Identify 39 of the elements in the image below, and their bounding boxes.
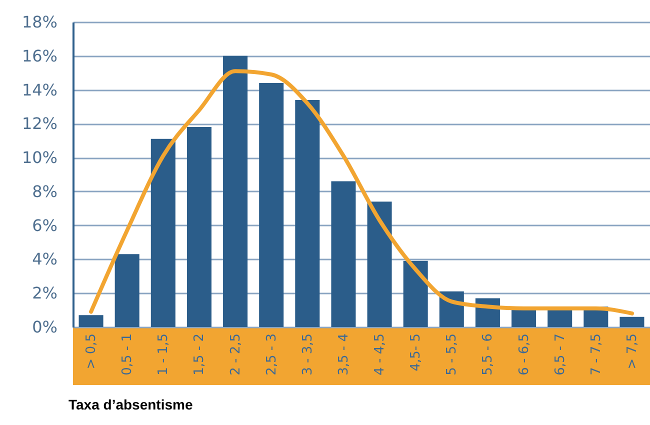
x-tick-label: 6 - 6,5 xyxy=(516,334,532,376)
x-tick-label: 3 - 3,5 xyxy=(300,334,316,376)
y-tick-label: 18% xyxy=(22,12,58,32)
line-series xyxy=(89,69,634,316)
x-tick-label: 0,5 - 1 xyxy=(120,334,136,376)
x-tick-label: 4 - 4,5 xyxy=(372,334,388,376)
x-tick-label: 2 - 2,5 xyxy=(228,334,244,376)
x-tick-label: 1,5 - 2 xyxy=(192,334,208,376)
x-tick-label: 6,5 - 7 xyxy=(552,334,568,376)
x-axis-title: Taxa d’absentisme xyxy=(68,396,193,412)
bar xyxy=(331,181,356,327)
y-tick-label: 16% xyxy=(22,46,58,66)
x-tick-label: 2,5 - 3 xyxy=(264,334,280,376)
x-tick-label: > 7,5 xyxy=(624,334,640,370)
x-tick-label: 4,5- 5 xyxy=(408,334,424,372)
y-tick-label: 14% xyxy=(22,80,58,100)
x-tick-label: 5,5 - 6 xyxy=(480,334,496,376)
bar xyxy=(114,254,140,327)
bar xyxy=(367,202,392,327)
x-tick-label: 5 - 5,5 xyxy=(444,334,460,376)
y-tick-label: 4% xyxy=(32,250,58,269)
y-tick-label: 10% xyxy=(22,148,58,168)
x-tick-label: > 0,5 xyxy=(84,334,100,370)
y-tick-label: 12% xyxy=(22,114,58,134)
y-tick-label: 8% xyxy=(32,182,58,201)
y-tick-label: 2% xyxy=(32,284,58,303)
x-tick-label: 1 - 1,5 xyxy=(156,334,172,376)
y-tick-label: 0% xyxy=(32,318,58,336)
bar xyxy=(186,127,212,327)
x-tick-label: 3,5 - 4 xyxy=(336,334,352,376)
bar xyxy=(150,138,176,327)
bar xyxy=(259,83,284,327)
x-tick-label: 7 - 7,5 xyxy=(588,334,604,376)
bar xyxy=(78,315,104,327)
bar xyxy=(403,260,428,327)
y-tick-label: 6% xyxy=(32,216,58,235)
bar xyxy=(620,316,644,327)
bar xyxy=(223,56,248,327)
bar xyxy=(295,100,320,327)
